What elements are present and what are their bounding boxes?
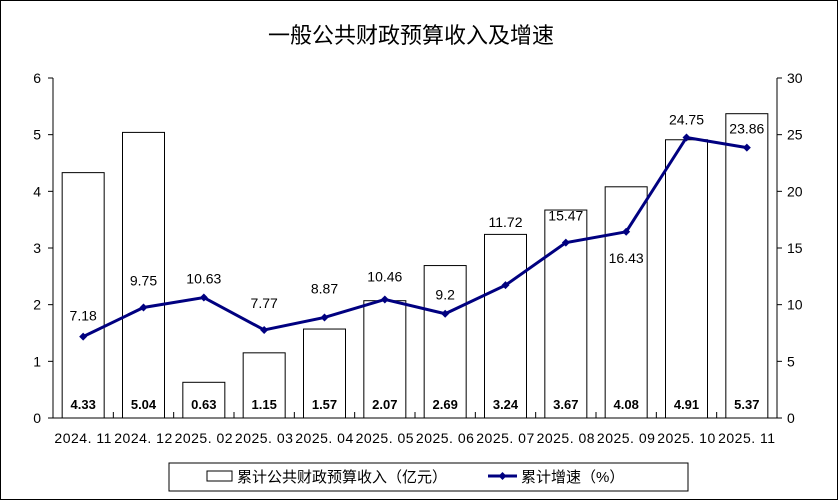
legend-line-marker bbox=[498, 472, 507, 480]
x-tick-label: 2025. 03 bbox=[235, 430, 294, 446]
line-value-label: 8.87 bbox=[311, 280, 338, 296]
line-point bbox=[260, 325, 269, 334]
legend-bar-swatch bbox=[206, 470, 233, 482]
legend-box bbox=[168, 462, 689, 492]
x-tick-label: 2025. 04 bbox=[295, 430, 354, 446]
y-tick-label-right: 10 bbox=[787, 297, 803, 313]
line-point bbox=[561, 238, 570, 247]
x-tick-label: 2025. 05 bbox=[356, 430, 415, 446]
line-value-label: 23.86 bbox=[729, 121, 764, 137]
x-tick-label: 2025. 06 bbox=[416, 430, 475, 446]
line-point bbox=[199, 293, 208, 302]
line-point bbox=[320, 313, 329, 322]
bar bbox=[303, 328, 346, 419]
line-value-label: 16.43 bbox=[609, 250, 644, 266]
line-value-label: 24.75 bbox=[669, 112, 704, 128]
bar bbox=[604, 186, 648, 419]
x-tick-label: 2025. 11 bbox=[718, 430, 775, 446]
line-point bbox=[742, 143, 751, 152]
x-tick-label: 2025. 10 bbox=[657, 430, 716, 446]
x-tick-label: 2024. 12 bbox=[114, 430, 173, 446]
bar-value-label: 1.57 bbox=[312, 397, 337, 412]
bar-value-label: 4.33 bbox=[71, 397, 96, 412]
line-value-label: 7.18 bbox=[70, 308, 97, 324]
growth-line bbox=[82, 135, 748, 338]
chart-title: 一般公共财政预算收入及增速 bbox=[268, 24, 554, 49]
y-tick-label-right: 0 bbox=[787, 410, 795, 426]
bar-value-label: 3.24 bbox=[493, 397, 519, 412]
bar-value-label: 3.67 bbox=[553, 397, 578, 412]
y-tick-label-left: 5 bbox=[33, 127, 41, 143]
bar-value-label: 5.04 bbox=[131, 397, 157, 412]
line-point bbox=[501, 281, 510, 290]
line-value-label: 9.2 bbox=[435, 287, 455, 303]
legend-line-label: 累计增速（%） bbox=[521, 469, 624, 486]
legend: 累计公共财政预算收入（亿元） 累计增速（%） bbox=[168, 462, 689, 492]
bar bbox=[242, 352, 286, 419]
bar-value-label: 0.63 bbox=[191, 397, 216, 412]
bar bbox=[665, 139, 708, 419]
line-value-label: 11.72 bbox=[489, 214, 523, 230]
line-point bbox=[139, 303, 148, 312]
bar-value-label: 4.91 bbox=[674, 397, 699, 412]
bar bbox=[122, 131, 165, 419]
line-point bbox=[441, 309, 450, 318]
bar bbox=[182, 381, 226, 419]
y-tick-label-right: 30 bbox=[787, 70, 803, 86]
bar-value-label: 2.07 bbox=[372, 397, 397, 412]
bar bbox=[484, 233, 527, 419]
y-tick-label-left: 4 bbox=[33, 183, 41, 199]
y-tick-label-right: 15 bbox=[787, 240, 803, 256]
y-tick-label-left: 0 bbox=[33, 410, 41, 426]
line-value-label: 10.63 bbox=[186, 271, 221, 287]
bar bbox=[61, 172, 105, 419]
y-tick-label-right: 5 bbox=[787, 353, 795, 369]
bar-value-label: 1.15 bbox=[252, 397, 277, 412]
bar-value-label: 5.37 bbox=[734, 397, 759, 412]
line-value-label: 7.77 bbox=[251, 295, 278, 311]
line-point bbox=[380, 295, 389, 304]
y-tick-label-right: 20 bbox=[787, 183, 803, 199]
line-value-label: 10.46 bbox=[367, 268, 402, 284]
bar bbox=[725, 113, 769, 419]
y-tick-label-left: 6 bbox=[33, 70, 41, 86]
bar bbox=[423, 265, 467, 419]
bar-value-label: 2.69 bbox=[433, 397, 458, 412]
x-tick-label: 2025. 07 bbox=[476, 430, 535, 446]
line-point bbox=[79, 332, 88, 341]
x-tick-label: 2025. 09 bbox=[597, 430, 656, 446]
bar-value-label: 4.08 bbox=[614, 397, 639, 412]
line-value-label: 9.75 bbox=[130, 273, 157, 289]
y-tick-label-left: 3 bbox=[33, 240, 41, 256]
legend-bar-label: 累计公共财政预算收入（亿元） bbox=[237, 468, 447, 486]
x-tick-label: 2025. 08 bbox=[537, 430, 596, 446]
line-value-label: 15.47 bbox=[548, 208, 583, 224]
line-point bbox=[622, 227, 631, 236]
x-tick-label: 2025. 02 bbox=[175, 430, 234, 446]
x-tick-label: 2024. 11 bbox=[54, 430, 111, 446]
line-point bbox=[682, 133, 691, 142]
y-tick-label-right: 25 bbox=[787, 127, 803, 143]
y-tick-label-left: 2 bbox=[33, 297, 41, 313]
y-tick-label-left: 1 bbox=[33, 353, 41, 369]
